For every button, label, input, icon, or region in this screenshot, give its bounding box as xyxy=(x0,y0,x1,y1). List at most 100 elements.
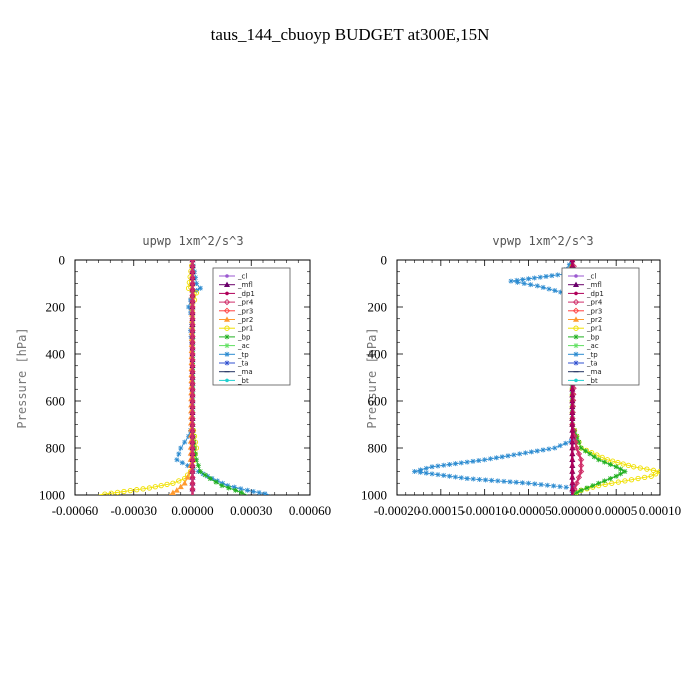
series-tp-marker xyxy=(528,282,534,288)
series-dp1-marker xyxy=(570,481,575,486)
series-dp1-marker xyxy=(570,260,575,262)
legend-swatch-marker xyxy=(574,291,578,296)
series-tp-marker xyxy=(528,449,534,455)
series-bp-marker xyxy=(574,490,580,495)
legend-label: _dp1 xyxy=(586,290,604,298)
series-pr4-marker xyxy=(189,468,196,475)
legend-swatch-marker xyxy=(573,325,579,331)
series-tp-marker xyxy=(447,473,453,479)
series-pr4-marker xyxy=(189,403,196,411)
series-bp-marker xyxy=(582,448,588,454)
series-pr4-marker xyxy=(189,368,196,375)
series-pr1-marker xyxy=(622,478,628,484)
series-tp-marker xyxy=(447,461,453,467)
series-tp-marker xyxy=(441,472,447,478)
legend-label: _pr2 xyxy=(237,316,253,324)
series-tp-marker xyxy=(566,262,572,268)
series-tp-marker xyxy=(495,478,501,484)
series-tp-marker xyxy=(476,476,482,482)
series-pr4-marker xyxy=(189,321,196,328)
series-pr4-marker xyxy=(189,339,196,346)
series-pr1-marker xyxy=(121,488,127,495)
legend-label: _bt xyxy=(586,377,598,385)
legend-swatch-marker xyxy=(223,307,231,314)
series-tp-marker xyxy=(507,479,513,485)
series-pr4-marker xyxy=(189,450,196,458)
series-tp-marker xyxy=(423,465,429,471)
series-bp-marker xyxy=(618,471,624,477)
series-bp-marker xyxy=(622,469,628,474)
series-tp-marker xyxy=(423,470,429,476)
series-tp-marker xyxy=(429,464,435,470)
series-pr4-marker xyxy=(189,397,196,405)
series-pr4-marker xyxy=(189,427,196,434)
legend-label: _ma xyxy=(237,368,253,376)
series-pr2-marker xyxy=(169,489,176,495)
series-pr4-marker xyxy=(573,444,580,452)
series-tp-marker xyxy=(552,445,558,451)
series-tp-marker xyxy=(441,462,447,468)
series-pr1-marker xyxy=(625,462,632,469)
series-tp-marker xyxy=(543,273,549,279)
series-tp-marker xyxy=(186,304,192,310)
legend-swatch-marker xyxy=(572,307,580,314)
legend-label: _ta xyxy=(237,360,249,368)
series-bp-marker xyxy=(233,487,239,493)
series-tp-marker xyxy=(513,479,519,485)
series-bp-marker xyxy=(578,445,584,451)
series-pr4-marker xyxy=(189,260,196,264)
series-pr4-marker xyxy=(577,462,585,469)
series-pr1-marker xyxy=(642,474,648,481)
y-tick-label: 0 xyxy=(59,253,66,268)
legend-label: _ma xyxy=(586,368,602,376)
legend-swatch-marker xyxy=(573,343,579,349)
legend-swatch-marker xyxy=(573,351,579,357)
legend-swatch-marker xyxy=(572,316,580,322)
series-line-tp xyxy=(414,260,578,495)
series-dp1-marker xyxy=(570,446,575,450)
legend-swatch-marker xyxy=(572,298,580,306)
series-pr4-marker xyxy=(189,462,196,469)
series-pr4-marker xyxy=(189,292,196,299)
legend-label: _cl xyxy=(586,273,596,281)
series-bp-marker xyxy=(238,490,244,495)
series-tp-marker xyxy=(256,490,262,495)
series-pr4-marker xyxy=(189,303,196,311)
series-tp-marker xyxy=(557,484,563,490)
panel-upwp: upwp 1xm^2/s^3 Pressure [hPa] 0 200 400 600… xyxy=(15,234,331,518)
series-tp-marker xyxy=(231,484,237,490)
x-tick-label: 0.00000 xyxy=(551,503,593,518)
series-bp-marker xyxy=(607,476,613,482)
x-tick-label: 0.00030 xyxy=(230,503,272,518)
series-tp-marker xyxy=(185,463,191,469)
x-tick-label: -0.00010 xyxy=(461,503,508,518)
series-tp-marker xyxy=(534,283,540,289)
series-pr1-marker xyxy=(102,491,108,495)
series-pr1-marker xyxy=(127,487,133,494)
series-tp-marker xyxy=(521,281,527,286)
series-tp-marker xyxy=(225,483,231,489)
series-tp-marker xyxy=(540,284,546,290)
series-bp-marker xyxy=(613,473,619,479)
series-pr4-marker xyxy=(189,456,196,463)
series-pr1-marker xyxy=(599,454,605,461)
series-pr4-marker xyxy=(189,344,196,352)
series-bp-marker xyxy=(587,451,593,457)
panel-title: upwp 1xm^2/s^3 xyxy=(142,234,243,248)
series-tp-marker xyxy=(186,433,192,439)
series-pr1-marker xyxy=(648,473,654,479)
series-tp-marker xyxy=(511,452,517,458)
series-bp-marker xyxy=(590,483,596,489)
plot-area: 0 200 400 600 800 1000-0.00020-0.00015-0.0001… xyxy=(361,253,681,519)
series-tp-marker xyxy=(515,279,521,285)
series-tp-marker xyxy=(262,491,268,495)
legend: _cl_mfl_dp1_pr4_pr3_pr2_pr1_bp_ac_tp_ta_… xyxy=(561,267,640,386)
series-tp-marker xyxy=(534,448,540,454)
series-tp-marker xyxy=(464,476,470,482)
figure-title: taus_144_cbuoyp BUDGET at300E,15N xyxy=(211,25,490,44)
series-tp-marker xyxy=(493,455,499,461)
series-bp-marker xyxy=(601,478,607,484)
legend-swatch-marker xyxy=(224,334,230,340)
series-pr1-marker xyxy=(108,490,114,495)
